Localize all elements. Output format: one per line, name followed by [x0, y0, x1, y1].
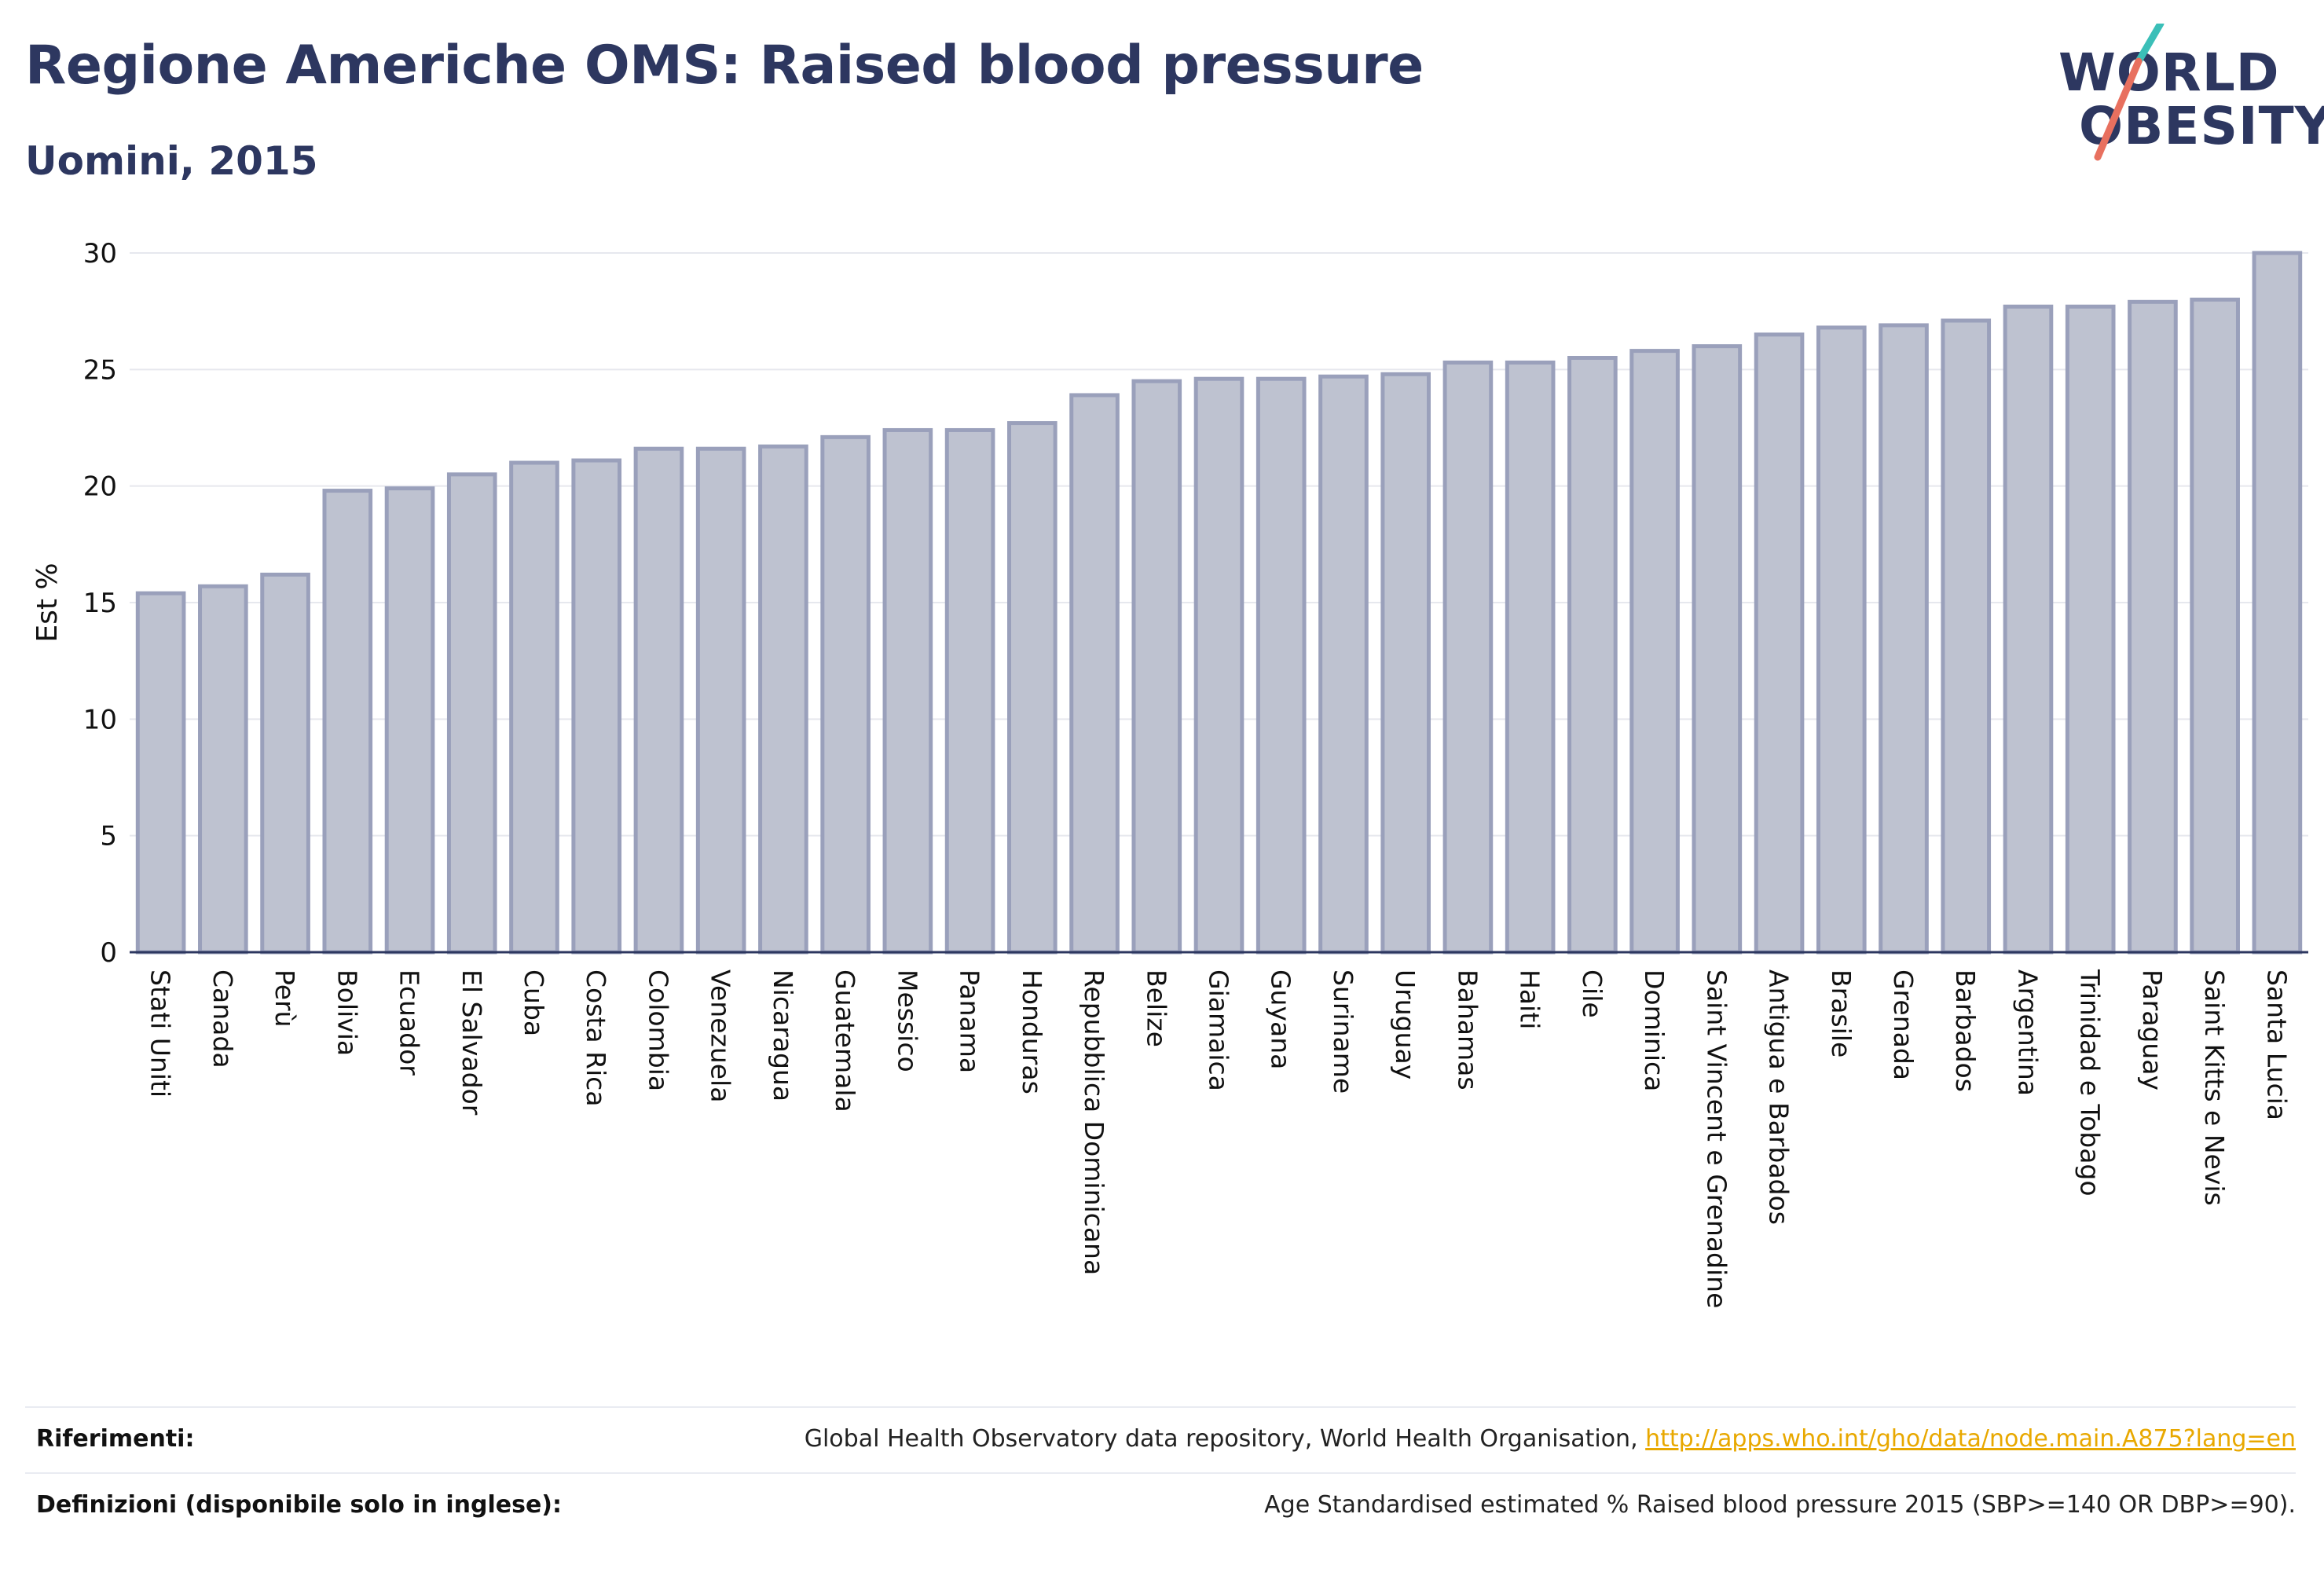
bar[interactable] — [1006, 421, 1058, 955]
references-label: Riferimenti: — [36, 1425, 195, 1453]
x-tick-label: Santa Lucia — [2261, 969, 2292, 1120]
y-tick-label: 5 — [100, 821, 117, 852]
x-tick-label: Uruguay — [1390, 969, 1420, 1079]
x-tick-label: Costa Rica — [581, 969, 611, 1107]
bar[interactable] — [1754, 332, 1805, 955]
x-tick-label: Paraguay — [2137, 969, 2168, 1090]
x-tick-label: Suriname — [1328, 969, 1358, 1094]
x-tick-label: Grenada — [1888, 969, 1919, 1080]
bar[interactable] — [882, 427, 933, 955]
bar[interactable] — [758, 444, 808, 955]
bar[interactable] — [509, 460, 559, 955]
bar[interactable] — [571, 458, 622, 955]
x-tick-label: Panama — [955, 969, 985, 1073]
x-tick-label: Haiti — [1515, 969, 1545, 1029]
bar[interactable] — [820, 434, 871, 955]
x-tick-label: Belize — [1141, 969, 1171, 1047]
y-tick-label: 15 — [83, 588, 117, 619]
bar-chart: 0 5 10 15 20 25 30 Stati Uniti Canada Perù Bolivi… — [31, 238, 2308, 1308]
x-tick-label: Ecuador — [394, 969, 425, 1076]
definitions-row: Definizioni (disponibile solo in inglese… — [25, 1472, 2296, 1537]
x-tick-label: Canada — [207, 969, 238, 1068]
bar[interactable] — [1692, 344, 1743, 955]
bar[interactable] — [1193, 376, 1244, 955]
references-link[interactable]: http://apps.who.int/gho/data/node.main.A… — [1645, 1425, 2296, 1453]
bar[interactable] — [446, 472, 497, 955]
x-tick-label: Argentina — [2012, 969, 2043, 1096]
bar[interactable] — [198, 584, 248, 955]
x-tick-label: Bahamas — [1452, 969, 1483, 1090]
x-tick-label: Trinidad e Tobago — [2075, 969, 2106, 1197]
y-tick-label: 20 — [83, 471, 117, 503]
y-tick-label: 25 — [83, 354, 117, 386]
bar[interactable] — [633, 446, 684, 955]
references-source: Global Health Observatory data repositor… — [804, 1425, 1646, 1453]
references-text: Global Health Observatory data repositor… — [805, 1425, 2296, 1453]
bar[interactable] — [1318, 374, 1369, 955]
x-tick-label: Stati Uniti — [145, 969, 176, 1098]
x-tick-label: Nicaragua — [768, 969, 798, 1101]
logo-slash-icon — [2094, 24, 2165, 161]
x-tick-label: Cile — [1577, 969, 1607, 1018]
bar[interactable] — [1941, 318, 1992, 955]
bar[interactable] — [260, 572, 310, 955]
x-tick-label: Venezuela — [706, 969, 736, 1102]
bar[interactable] — [1131, 379, 1182, 955]
y-tick-label: 30 — [83, 238, 117, 269]
x-tick-label: Colombia — [643, 969, 673, 1091]
chart-title: Regione Americhe OMS: Raised blood press… — [25, 35, 1424, 97]
references-row: Riferimenti: Global Health Observatory d… — [25, 1408, 2296, 1471]
x-tick-label: Barbados — [1950, 969, 1981, 1092]
x-tick-label: Antigua e Barbados — [1764, 969, 1794, 1225]
bar[interactable] — [1380, 372, 1431, 955]
bar[interactable] — [1879, 323, 1929, 955]
bar[interactable] — [695, 446, 746, 955]
x-tick-label: Perù — [269, 969, 300, 1028]
bar[interactable] — [1505, 360, 1556, 955]
x-tick-label: Giamaica — [1204, 969, 1234, 1091]
x-axis-ticks: Stati Uniti Canada Perù Bolivia Ecuador El Sa… — [145, 969, 2293, 1308]
x-tick-label: El Salvador — [456, 969, 487, 1116]
bar[interactable] — [944, 427, 995, 955]
x-tick-label: Bolivia — [332, 969, 362, 1056]
y-tick-label: 0 — [100, 937, 117, 969]
x-tick-label: Guatemala — [830, 969, 860, 1112]
bar[interactable] — [2065, 304, 2116, 955]
bar[interactable] — [322, 489, 373, 955]
logo-line-1: WORLD — [2058, 42, 2280, 103]
x-tick-label: Saint Kitts e Nevis — [2199, 969, 2230, 1206]
bar[interactable] — [2003, 304, 2054, 955]
bars — [135, 251, 2303, 955]
bar[interactable] — [135, 591, 186, 955]
y-tick-label: 10 — [83, 704, 117, 735]
chart-subtitle: Uomini, 2015 — [25, 138, 318, 184]
x-tick-label: Honduras — [1017, 969, 1047, 1094]
y-axis-ticks: 0 5 10 15 20 25 30 — [83, 238, 117, 969]
bar[interactable] — [1255, 376, 1307, 955]
footer: Riferimenti: Global Health Observatory d… — [25, 1406, 2296, 1519]
x-tick-label: Cuba — [519, 969, 549, 1036]
bar[interactable] — [1816, 325, 1867, 955]
bar[interactable] — [2190, 297, 2240, 955]
x-tick-label: Saint Vincent e Grenadine — [1701, 969, 1732, 1308]
bar[interactable] — [384, 486, 435, 955]
y-axis-label: Est % — [31, 563, 64, 642]
definitions-label: Definizioni (disponibile solo in inglese… — [36, 1491, 562, 1519]
x-tick-label: Guyana — [1266, 969, 1296, 1069]
bar[interactable] — [1442, 360, 1494, 955]
x-tick-label: Messico — [892, 969, 922, 1072]
bar[interactable] — [2128, 299, 2178, 955]
x-tick-label: Dominica — [1639, 969, 1670, 1091]
bar[interactable] — [1069, 393, 1120, 955]
bar[interactable] — [2252, 251, 2303, 955]
bar[interactable] — [1567, 356, 1618, 955]
world-obesity-logo: WORLD OBESITY — [2051, 24, 2324, 165]
definitions-text: Age Standardised estimated % Raised bloo… — [1264, 1491, 2296, 1519]
x-tick-label: Repubblica Dominicana — [1079, 969, 1109, 1275]
x-tick-label: Brasile — [1826, 969, 1857, 1057]
bar[interactable] — [1629, 349, 1680, 955]
